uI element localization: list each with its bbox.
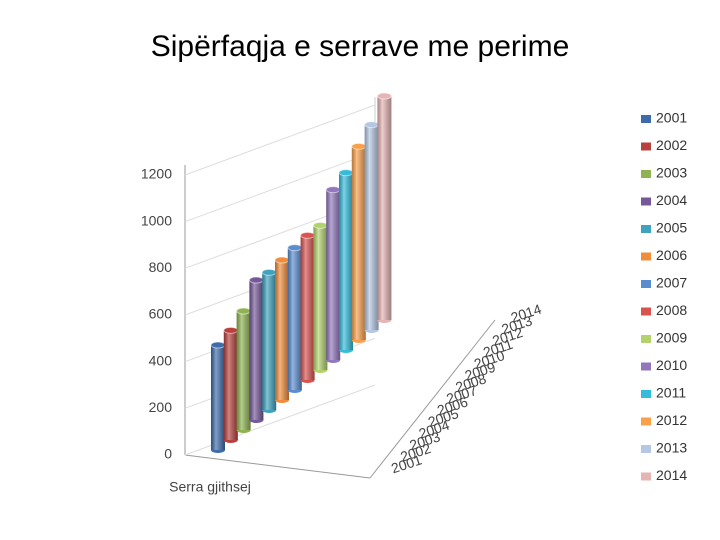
- legend-label: 2013: [656, 440, 687, 456]
- bar-shade: [364, 124, 379, 331]
- cylinder-top: [300, 231, 316, 239]
- cylinder-top: [351, 142, 367, 150]
- legend-label: 2011: [656, 385, 686, 401]
- bar-shade: [351, 146, 366, 340]
- cylinder-top: [210, 341, 226, 349]
- legend-swatch: [641, 142, 651, 151]
- legend-label: 2002: [656, 137, 687, 153]
- grid-line: [184, 104, 376, 176]
- legend-swatch: [641, 170, 651, 178]
- bar-shade: [249, 280, 264, 420]
- bar-shade: [275, 260, 289, 400]
- cylinder-top: [376, 92, 392, 100]
- y-tick-label: 400: [149, 352, 173, 368]
- cylinder-top: [338, 169, 354, 177]
- legend-swatch: [641, 445, 651, 453]
- bar-shade: [236, 311, 251, 430]
- cylinder-top: [325, 186, 341, 194]
- legend-label: 2014: [656, 467, 687, 483]
- bar-shade: [262, 272, 277, 410]
- cylinder-top: [364, 121, 380, 129]
- legend-swatch: [641, 197, 651, 206]
- bar-shade: [300, 235, 315, 380]
- legend-label: 2009: [656, 330, 687, 346]
- cylinder-top: [312, 221, 328, 229]
- legend-swatch: [641, 225, 651, 233]
- legend-swatch: [641, 280, 651, 288]
- legend-label: 2003: [656, 165, 687, 181]
- bar-shade: [377, 96, 392, 320]
- category-label: Serra gjithsej: [169, 479, 251, 495]
- legend-swatch: [641, 390, 651, 398]
- cylinder-top: [236, 307, 252, 315]
- bar-shade: [313, 225, 328, 370]
- y-tick-label: 800: [149, 259, 173, 275]
- legend-swatch: [641, 362, 651, 371]
- y-tick-label: 600: [149, 306, 173, 322]
- legend-swatch: [641, 252, 651, 261]
- grid-line: [184, 151, 376, 223]
- legend-label: 2004: [656, 192, 687, 208]
- legend-swatch: [641, 307, 651, 316]
- legend-label: 2007: [656, 275, 687, 291]
- cylinder-top: [248, 276, 264, 284]
- y-tick-label: 0: [164, 446, 172, 462]
- legend-label: 2008: [656, 302, 687, 318]
- legend-swatch: [641, 472, 651, 481]
- bar-shade: [211, 345, 225, 450]
- legend-label: 2005: [656, 220, 687, 236]
- floor-edge: [184, 454, 371, 479]
- legend-label: 2006: [656, 247, 687, 263]
- cylinder-top: [287, 244, 303, 252]
- bar-shade: [287, 247, 302, 390]
- floor-edge: [369, 319, 496, 479]
- y-tick-label: 1200: [141, 166, 172, 182]
- cylinder-top: [274, 256, 290, 264]
- legend-swatch: [641, 115, 651, 123]
- cylinder-top: [261, 268, 277, 276]
- legend-swatch: [641, 417, 651, 426]
- bar-shade: [339, 172, 353, 350]
- bar-shade: [223, 330, 238, 440]
- y-tick-label: 1000: [141, 212, 172, 228]
- legend-label: 2001: [656, 110, 687, 126]
- bar-shade: [326, 189, 341, 360]
- legend-label: 2010: [656, 357, 687, 373]
- y-tick-label: 200: [149, 399, 173, 415]
- legend-label: 2012: [656, 412, 687, 428]
- chart-title: Sipërfaqja e serrave me perime: [151, 30, 570, 63]
- legend-swatch: [641, 335, 651, 343]
- cylinder-top: [223, 326, 239, 334]
